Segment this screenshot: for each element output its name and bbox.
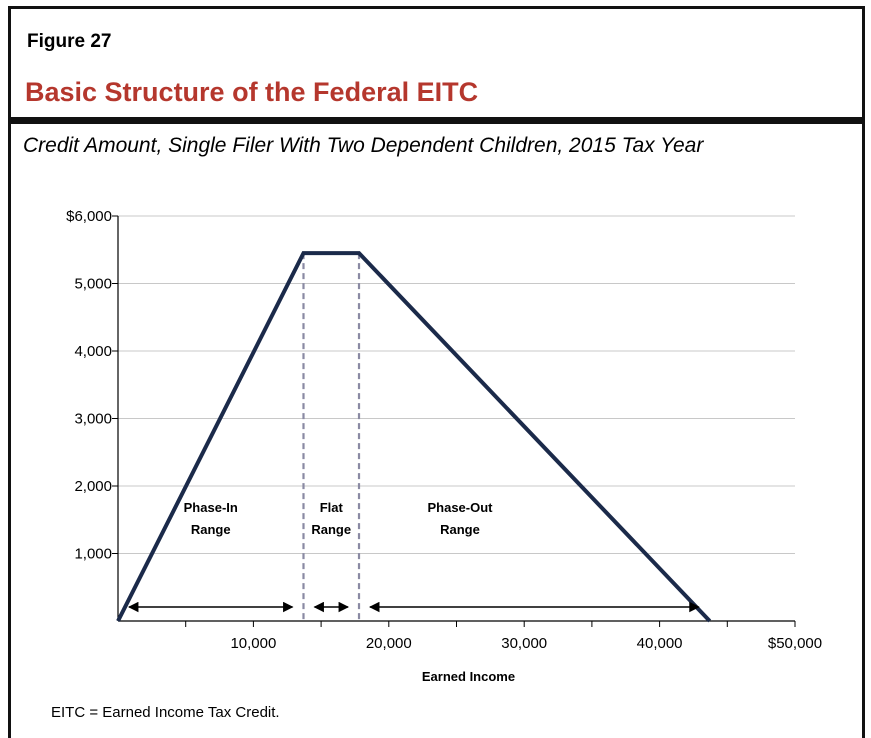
- x-tick-label: $50,000: [768, 635, 822, 652]
- x-axis-label: Earned Income: [422, 669, 515, 684]
- range-label-line1: Flat: [320, 500, 344, 515]
- range-label-line2: Range: [440, 522, 480, 537]
- range-label-line2: Range: [191, 522, 231, 537]
- range-label-line1: Phase-In: [184, 500, 238, 515]
- y-tick-label: 3,000: [74, 411, 112, 428]
- y-tick-label: 4,000: [74, 343, 112, 360]
- y-tick-label: 2,000: [74, 478, 112, 495]
- figure-footnote: EITC = Earned Income Tax Credit.: [51, 704, 280, 721]
- y-tick-label: $6,000: [66, 208, 112, 225]
- x-tick-label: 30,000: [501, 635, 547, 652]
- range-label-line1: Phase-Out: [427, 500, 493, 515]
- range-label-line2: Range: [311, 522, 351, 537]
- x-tick-label: 10,000: [230, 635, 276, 652]
- x-tick-label: 40,000: [637, 635, 683, 652]
- x-tick-label: 20,000: [366, 635, 412, 652]
- y-tick-label: 5,000: [74, 276, 112, 293]
- credit-amount-line: [118, 253, 710, 621]
- y-tick-label: 1,000: [74, 546, 112, 563]
- eitc-chart: $6,000 5,000 4,000 3,000 2,000 1,000 10,000 20,…: [0, 0, 871, 700]
